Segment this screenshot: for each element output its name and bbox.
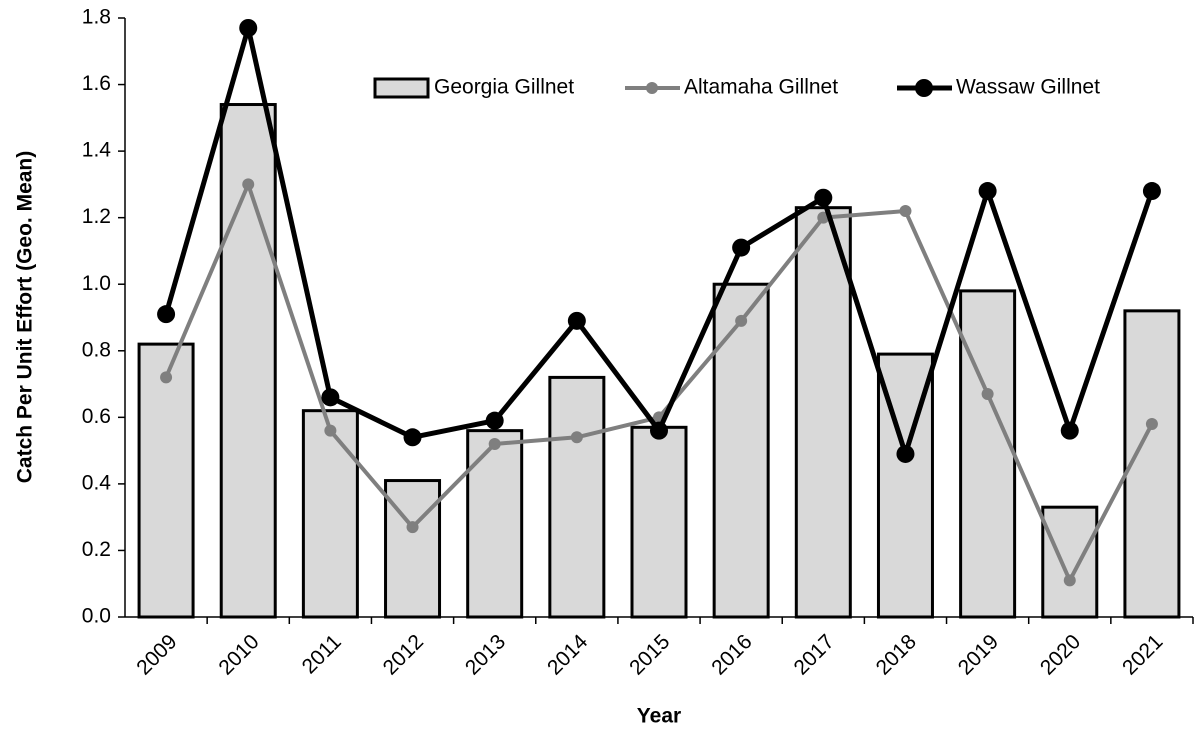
bar [301, 409, 359, 619]
point [488, 437, 501, 450]
y-tick-label: 1.6 [82, 72, 111, 95]
point [1145, 417, 1158, 430]
legend-marker [646, 82, 658, 94]
bar [1041, 505, 1099, 619]
point [1063, 574, 1076, 587]
point [981, 388, 994, 401]
x-axis-label: Year [637, 705, 681, 728]
x-tick-label: 2018 [872, 630, 921, 679]
point [1060, 421, 1079, 440]
point [650, 421, 668, 440]
y-tick-label: 1.0 [82, 272, 111, 295]
y-axis-label: Catch Per Unit Effort (Geo. Mean) [14, 151, 37, 484]
y-tick-label: 1.4 [82, 139, 112, 162]
point [899, 205, 912, 218]
x-tick-label: 2020 [1036, 630, 1085, 679]
point [567, 311, 586, 330]
point [157, 305, 176, 324]
legend-swatch [373, 77, 430, 99]
x-tick-label: 2019 [954, 630, 1003, 679]
point [570, 431, 583, 444]
x-tick-label: 2015 [625, 630, 674, 679]
legend-label: Altamaha Gillnet [684, 76, 838, 99]
point [485, 411, 504, 430]
legend-label: Wassaw Gillnet [956, 76, 1100, 99]
bar [384, 479, 442, 619]
y-tick-label: 0.4 [82, 471, 112, 494]
bar [466, 429, 524, 619]
point [896, 444, 915, 463]
legend-label: Georgia Gillnet [434, 76, 574, 99]
point [324, 424, 337, 437]
point [814, 188, 833, 207]
y-tick-label: 0.6 [82, 405, 111, 428]
point [735, 314, 748, 327]
y-tick-label: 0.0 [82, 605, 111, 628]
point [160, 371, 173, 384]
point [321, 388, 340, 407]
point [239, 18, 258, 37]
x-tick-label: 2011 [298, 630, 346, 678]
x-tick-label: 2016 [707, 630, 756, 679]
bar [137, 342, 195, 619]
legend-marker [915, 79, 933, 97]
x-tick-label: 2010 [214, 630, 263, 679]
y-tick-label: 1.8 [82, 6, 111, 29]
point [978, 182, 997, 201]
point [242, 178, 255, 191]
bar [959, 289, 1017, 619]
bar [712, 282, 770, 619]
x-tick-label: 2012 [379, 630, 428, 679]
x-tick-label: 2009 [132, 630, 181, 679]
x-tick-label: 2013 [461, 630, 510, 679]
y-tick-label: 0.2 [82, 538, 111, 561]
y-tick-label: 0.8 [82, 338, 111, 361]
point [403, 428, 422, 447]
x-tick-label: 2014 [543, 630, 593, 680]
x-tick-label: 2021 [1118, 630, 1167, 679]
bar [548, 375, 606, 619]
x-tick-label: 2017 [789, 630, 838, 679]
point [732, 238, 751, 257]
bar [630, 425, 688, 619]
point [1142, 182, 1161, 201]
bar [794, 206, 852, 619]
y-tick-label: 1.2 [82, 205, 111, 228]
point [406, 521, 419, 534]
bar [1123, 309, 1181, 619]
